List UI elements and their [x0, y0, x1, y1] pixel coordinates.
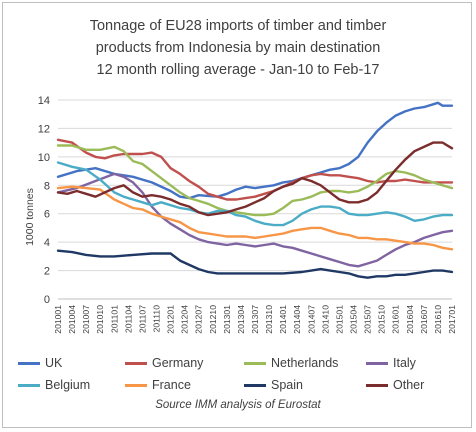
y-tick-label: 2 — [44, 266, 50, 278]
legend-swatch — [366, 362, 388, 365]
x-tick-label: 201607 — [419, 305, 429, 334]
x-tick-label: 201404 — [292, 305, 302, 334]
legend-swatch — [125, 362, 147, 365]
series-line-spain — [56, 249, 454, 279]
y-tick-label: 0 — [44, 294, 50, 306]
series-lines — [56, 101, 454, 279]
series-line-france — [56, 185, 454, 251]
legend-label: Germany — [152, 356, 204, 370]
chart-title-line-3: 12 month rolling average - Jan-10 to Feb… — [96, 62, 380, 78]
y-tick-label: 8 — [44, 180, 50, 192]
x-tick-label: 201507 — [363, 305, 373, 334]
chart-title-line-2: products from Indonesia by main destinat… — [95, 40, 381, 56]
y-tick-label: 14 — [38, 95, 50, 107]
legend-swatch — [244, 384, 266, 387]
y-axis-ticks: 0 2 4 6 8 10 12 14 — [38, 95, 50, 306]
x-tick-label: 201701 — [447, 305, 457, 334]
y-tick-label: 12 — [38, 123, 50, 135]
x-tick-label: 201310 — [264, 305, 274, 334]
legend-swatch — [125, 384, 147, 387]
x-tick-label: 201510 — [377, 305, 387, 334]
x-tick-label: 201107 — [137, 305, 147, 333]
y-axis-label: 1000 tonnes — [24, 188, 36, 246]
series-line-other — [56, 141, 454, 217]
legend-swatch — [18, 384, 40, 387]
x-axis-ticks: 201001 201004 201007 201010 201101 201104 2011… — [53, 305, 457, 334]
x-tick-label: 201504 — [349, 305, 359, 334]
legend-label: Other — [393, 378, 425, 392]
x-tick-label: 201004 — [67, 305, 77, 334]
x-tick-label: 201601 — [391, 305, 401, 334]
x-tick-label: 201010 — [95, 305, 105, 334]
legend-label: Italy — [393, 356, 416, 370]
x-tick-label: 201204 — [180, 305, 190, 334]
x-tick-label: 201304 — [236, 305, 246, 334]
x-tick-label: 201610 — [433, 305, 443, 334]
y-tick-label: 10 — [38, 152, 50, 164]
source-note: Source IMM analysis of Eurostat — [155, 399, 321, 411]
legend-swatch — [18, 362, 40, 365]
x-tick-label: 201307 — [250, 305, 260, 334]
x-tick-label: 201007 — [81, 305, 91, 334]
chart-title-line-1: Tonnage of EU28 imports of timber and ti… — [89, 18, 387, 34]
legend-label: Belgium — [45, 378, 91, 392]
series-line-germany — [56, 138, 454, 201]
legend-label: Netherlands — [271, 356, 339, 370]
x-tick-label: 201110 — [152, 305, 162, 333]
series-line-italy — [56, 172, 454, 268]
y-tick-label: 6 — [44, 209, 50, 221]
x-tick-label: 201501 — [334, 305, 344, 334]
x-tick-label: 201101 — [109, 305, 119, 333]
x-tick-label: 201207 — [194, 305, 204, 334]
x-tick-label: 201401 — [278, 305, 288, 334]
series-line-netherlands — [56, 144, 454, 217]
x-tick-label: 201407 — [306, 305, 316, 334]
series-line-uk — [56, 101, 454, 200]
legend-swatch — [366, 384, 388, 387]
legend-label: France — [152, 378, 191, 392]
y-tick-label: 4 — [44, 237, 50, 249]
x-tick-label: 201001 — [53, 305, 63, 334]
series-line-belgium — [56, 161, 454, 227]
x-tick-label: 201201 — [166, 305, 176, 334]
x-tick-label: 201210 — [208, 305, 218, 334]
x-tick-label: 201104 — [123, 305, 133, 333]
legend-label: Spain — [271, 378, 303, 392]
x-tick-label: 201301 — [222, 305, 232, 334]
legend-swatch — [244, 362, 266, 365]
chart-frame — [2, 2, 472, 428]
x-tick-label: 201410 — [320, 305, 330, 334]
x-tick-label: 201604 — [405, 305, 415, 334]
legend-label: UK — [45, 356, 63, 370]
gridlines — [58, 99, 452, 300]
